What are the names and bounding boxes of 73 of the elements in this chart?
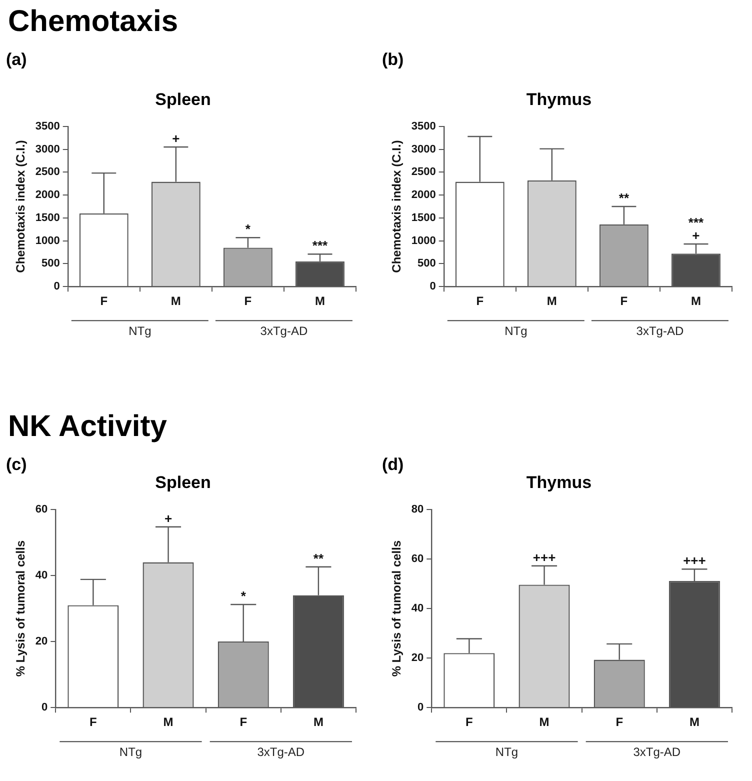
x-tick-label: M bbox=[546, 294, 557, 308]
x-tick-label: M bbox=[314, 294, 325, 308]
y-tick-label: 20 bbox=[35, 636, 48, 648]
x-tick-label: F bbox=[100, 294, 108, 308]
text: NK Activity bbox=[7, 409, 168, 445]
y-tick-label: 20 bbox=[411, 652, 424, 664]
text: NTg bbox=[128, 324, 152, 338]
text: 3xTg-AD bbox=[260, 324, 308, 338]
y-tick-label: 3000 bbox=[35, 143, 60, 156]
y-tick-label: 0 bbox=[430, 280, 436, 293]
y-tick-label: 80 bbox=[411, 503, 424, 516]
text: 3xTg-AD bbox=[257, 744, 305, 759]
text: (a) bbox=[6, 50, 27, 70]
x-tick-label: F bbox=[476, 294, 484, 308]
text: 3xTg-AD bbox=[636, 324, 684, 338]
chart-title: Thymus bbox=[526, 472, 592, 492]
data-label: *** + bbox=[688, 215, 705, 244]
text: Chemotaxis bbox=[7, 4, 180, 40]
y-tick-label: 3500 bbox=[411, 120, 436, 132]
y-tick-label: 0 bbox=[42, 702, 48, 714]
text: (c) bbox=[6, 455, 27, 474]
y-tick-label: 0 bbox=[54, 280, 60, 293]
text: NTg bbox=[504, 324, 528, 338]
y-axis-title: % Lysis of tumoral cells bbox=[14, 540, 28, 677]
data-label: +++ bbox=[683, 553, 706, 568]
x-tick-label: F bbox=[244, 294, 252, 308]
text: NTg bbox=[119, 744, 142, 759]
y-tick-label: 500 bbox=[418, 258, 436, 270]
data-label: ** bbox=[313, 550, 324, 566]
data-label: + bbox=[164, 510, 172, 526]
text: 3xTg-AD bbox=[633, 744, 681, 759]
y-tick-label: 3500 bbox=[35, 120, 60, 132]
y-axis-title: Chemotaxis index (C.I.) bbox=[14, 140, 28, 273]
y-tick-label: 2000 bbox=[35, 189, 60, 202]
x-tick-label: M bbox=[163, 715, 174, 730]
x-tick-label: F bbox=[240, 715, 248, 730]
y-tick-label: 3000 bbox=[411, 143, 436, 156]
text: (b) bbox=[382, 50, 404, 70]
x-tick-label: M bbox=[170, 294, 181, 308]
x-tick-label: F bbox=[616, 715, 624, 730]
chart-title: Spleen bbox=[155, 472, 211, 492]
y-axis-title: % Lysis of tumoral cells bbox=[390, 540, 404, 677]
y-tick-label: 60 bbox=[35, 503, 48, 516]
y-tick-label: 1000 bbox=[35, 234, 60, 247]
data-label: + bbox=[172, 131, 180, 146]
data-label: +++ bbox=[532, 550, 556, 565]
text: NTg bbox=[495, 744, 518, 759]
y-tick-label: 40 bbox=[35, 570, 48, 582]
y-tick-label: 40 bbox=[411, 602, 424, 615]
text: (d) bbox=[382, 455, 404, 474]
x-tick-label: M bbox=[539, 715, 550, 730]
chart-title: Thymus bbox=[526, 90, 592, 109]
chart-title: Spleen bbox=[155, 90, 211, 109]
x-tick-label: M bbox=[313, 715, 324, 730]
data-label: *** bbox=[312, 238, 329, 254]
x-tick-label: M bbox=[689, 715, 700, 730]
y-tick-label: 1000 bbox=[411, 234, 436, 247]
y-tick-label: 1500 bbox=[411, 212, 436, 224]
x-tick-label: M bbox=[690, 294, 701, 308]
x-tick-label: F bbox=[466, 715, 473, 730]
data-label: ** bbox=[618, 190, 630, 206]
y-tick-label: 2500 bbox=[35, 166, 60, 178]
data-label: * bbox=[245, 222, 252, 237]
y-tick-label: 1500 bbox=[35, 212, 60, 224]
y-tick-label: 500 bbox=[42, 258, 60, 270]
y-tick-label: 60 bbox=[411, 552, 424, 565]
y-tick-label: 2500 bbox=[411, 166, 436, 178]
y-axis-title: Chemotaxis index (C.I.) bbox=[390, 140, 404, 273]
y-tick-label: 2000 bbox=[411, 189, 436, 202]
y-tick-label: 0 bbox=[418, 702, 424, 714]
data-label: * bbox=[240, 588, 247, 604]
x-tick-label: F bbox=[620, 294, 628, 308]
x-tick-label: F bbox=[90, 715, 97, 730]
